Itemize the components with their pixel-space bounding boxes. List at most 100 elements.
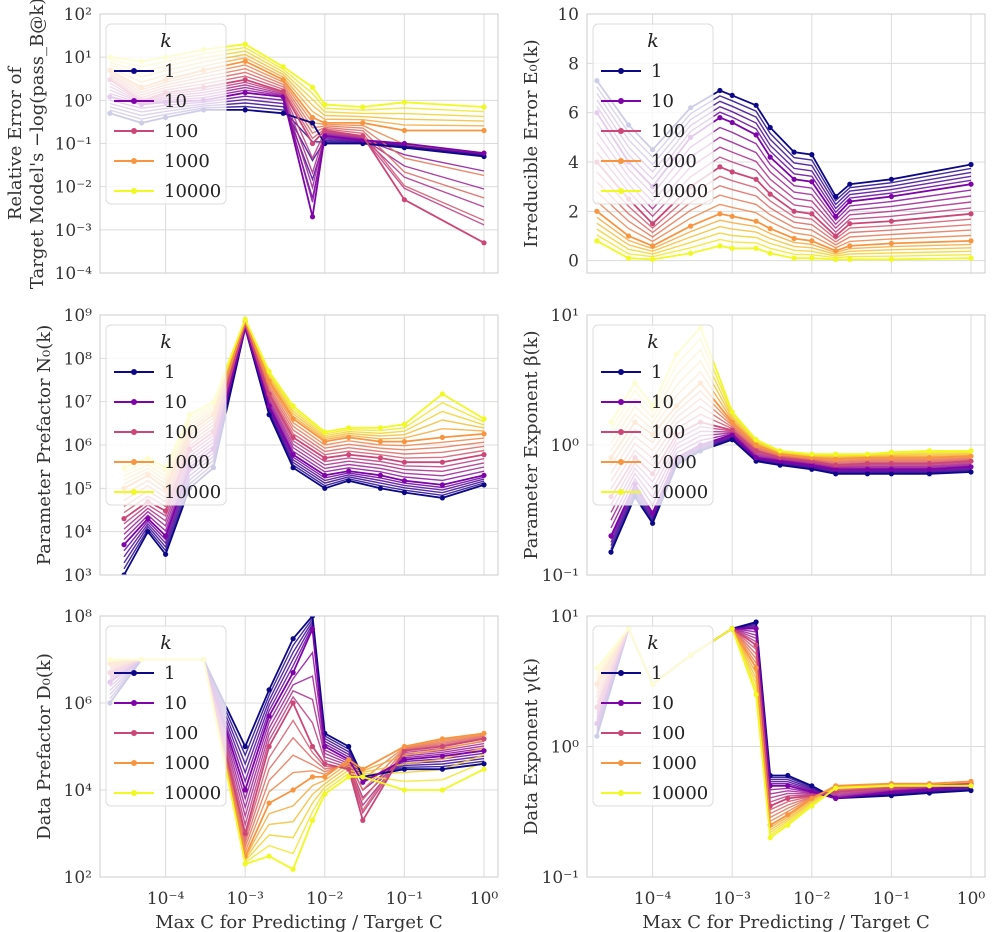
legend-label: 10000	[164, 482, 221, 503]
data-point	[309, 214, 316, 220]
legend-title: k	[647, 632, 659, 654]
interp-line	[123, 325, 485, 564]
legend-marker	[131, 760, 137, 766]
data-point	[322, 439, 328, 445]
data-point	[626, 255, 632, 261]
data-point	[968, 448, 974, 454]
data-point	[439, 434, 445, 440]
data-point	[594, 238, 600, 244]
legend-label: 100	[651, 121, 685, 142]
y-tick-label: 10²	[64, 868, 92, 888]
data-point	[753, 458, 759, 464]
y-axis-label: Data Prefactor D₀(k)	[34, 653, 55, 840]
legend-marker	[131, 700, 137, 706]
data-point	[968, 778, 974, 785]
data-point	[439, 459, 445, 465]
data-point	[401, 439, 407, 445]
legend-label: 10	[164, 91, 187, 112]
data-point	[888, 466, 895, 472]
data-point	[753, 692, 759, 698]
data-point	[594, 208, 600, 214]
interp-line	[596, 171, 972, 240]
legend-label: 10000	[651, 783, 708, 804]
data-point	[833, 471, 839, 477]
data-point	[926, 455, 933, 461]
data-point	[753, 245, 759, 251]
legend-label: 10	[651, 693, 674, 714]
data-point	[968, 255, 974, 261]
data-point	[753, 218, 759, 224]
data-point	[266, 378, 272, 384]
data-point	[121, 516, 127, 522]
data-point	[968, 783, 974, 789]
data-point	[809, 789, 815, 795]
data-point	[309, 84, 316, 90]
data-point	[864, 471, 871, 477]
data-point	[626, 233, 632, 239]
y-tick-label: 10	[557, 5, 579, 25]
data-point	[242, 743, 248, 750]
data-point	[729, 409, 735, 415]
data-point	[926, 460, 933, 467]
data-point	[847, 181, 853, 187]
data-point	[481, 416, 487, 422]
data-point	[650, 243, 656, 249]
data-point	[322, 120, 328, 126]
x-tick-label: 10⁰	[957, 889, 986, 909]
data-point	[888, 789, 895, 795]
interp-line	[123, 323, 485, 530]
data-point	[833, 456, 839, 462]
data-point	[242, 77, 248, 83]
data-point	[888, 256, 895, 262]
legend-label: 10	[651, 91, 674, 112]
y-tick-label: 10⁰	[551, 436, 580, 456]
data-point	[439, 766, 445, 772]
data-point	[729, 427, 735, 433]
data-point	[833, 233, 839, 239]
data-point	[968, 464, 974, 470]
data-point	[360, 133, 366, 139]
legend-marker	[618, 399, 624, 405]
panel-d0: 10² 10⁴ 10⁶ 10⁸ 10⁻⁴ 10⁻³ 10⁻² 10⁻¹ 10⁰ Max C for…	[34, 607, 499, 932]
legend-label: 1000	[164, 151, 210, 172]
y-tick-label: 10¹	[551, 607, 579, 627]
data-point	[777, 448, 783, 454]
y-tick-label: 2	[568, 202, 579, 222]
legend-label: 1	[164, 663, 175, 684]
data-point	[481, 730, 487, 737]
legend-label: 1000	[651, 753, 697, 774]
y-tick-label: 10⁻¹	[542, 566, 579, 586]
y-tick-label: 10⁸	[64, 349, 93, 369]
legend-label: 100	[164, 723, 198, 744]
data-point	[729, 119, 735, 126]
data-point	[322, 791, 328, 797]
plot-frame	[99, 314, 499, 576]
data-point	[968, 238, 974, 244]
y-tick-label: 10⁻⁴	[55, 264, 93, 284]
plot-frame	[586, 13, 986, 274]
data-point	[242, 41, 248, 47]
y-tick-label: 10⁴	[64, 523, 93, 543]
data-point	[290, 465, 296, 471]
data-point	[926, 448, 933, 454]
y-tick-label: 10³	[64, 566, 92, 586]
data-point	[121, 572, 127, 575]
data-point	[650, 510, 656, 516]
legend: k 1 10 100 1000 10000	[592, 625, 714, 807]
data-point	[309, 140, 316, 147]
data-point	[439, 753, 445, 759]
legend-label: 10	[164, 392, 187, 413]
legend-marker	[131, 429, 137, 435]
panel-n0: 10³ 10⁴ 10⁵ 10⁶ 10⁷ 10⁸ 10⁹ Parameter Prefactor…	[34, 306, 499, 586]
data-point	[777, 462, 783, 468]
data-point	[753, 665, 759, 671]
data-point	[717, 115, 723, 121]
data-point	[401, 459, 407, 465]
data-point	[401, 99, 407, 105]
data-point	[791, 176, 797, 182]
data-point	[481, 150, 487, 156]
series-line-k10	[123, 324, 485, 546]
legend-marker	[618, 188, 624, 194]
legend-marker	[618, 128, 624, 134]
x-tick-label: 10⁰	[470, 889, 499, 909]
